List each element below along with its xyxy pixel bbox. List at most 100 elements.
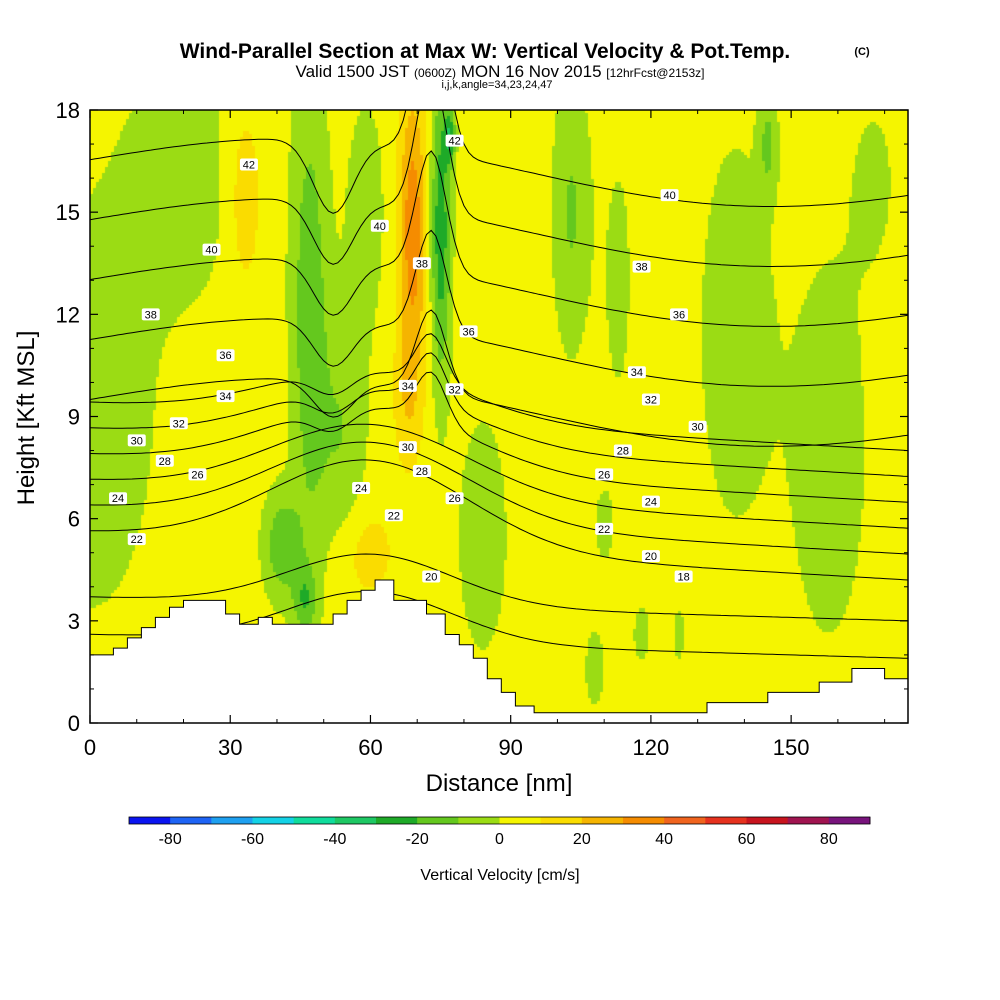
svg-text:24: 24 [355, 483, 367, 495]
colorbar-tick-label: -40 [323, 831, 346, 848]
svg-text:28: 28 [159, 456, 171, 468]
subtitle-date: MON 16 Nov 2015 [461, 62, 602, 81]
contour-label: 34 [627, 366, 646, 379]
contour-label: 40 [660, 189, 679, 202]
colorbar-swatch [499, 817, 542, 824]
theta-contour-26 [90, 423, 908, 529]
colorbar: -80 -60 -40 -20 0 20 40 60 80 [128, 816, 871, 848]
contour-label: 22 [384, 509, 403, 522]
grid-info: i,j,k,angle=34,23,24,47 [441, 79, 552, 91]
colorbar-tick-label: -60 [241, 831, 264, 848]
colorbar-swatch [458, 817, 500, 824]
svg-text:34: 34 [219, 391, 231, 403]
contour-label: 24 [352, 482, 371, 495]
contour-label: 38 [141, 308, 160, 321]
colorbar-tick-label: 40 [655, 831, 673, 848]
colorbar-swatch [170, 817, 212, 824]
contour-label: 36 [216, 349, 235, 362]
y-tick-label: 6 [68, 507, 80, 532]
svg-text:38: 38 [635, 262, 647, 274]
contour-label: 30 [688, 420, 707, 434]
theta-contour-22 [90, 459, 908, 581]
y-axis-title: Height [Kft MSL] [13, 331, 40, 506]
contour-label: 30 [398, 441, 417, 454]
colorbar-swatch [211, 817, 253, 824]
colorbar-tick-label: 80 [820, 831, 838, 848]
contour-label: 20 [641, 550, 660, 563]
contour-label: 22 [595, 522, 614, 536]
svg-text:40: 40 [663, 190, 675, 202]
contour-label: 38 [412, 257, 431, 270]
theta-contour-24 [90, 441, 908, 555]
colorbar-swatch [664, 817, 706, 824]
plot-area: 42 42 40 40 40 38 38 38 36 36 36 34 34 34 32 32 32 30 30 30… [90, 110, 908, 723]
x-tick-label: 150 [773, 735, 810, 760]
colorbar-swatch [540, 817, 583, 824]
svg-text:40: 40 [374, 221, 386, 233]
svg-text:42: 42 [243, 159, 255, 171]
contour-label: 18 [674, 570, 693, 584]
contour-label: 32 [445, 383, 464, 396]
contour-label: 26 [445, 492, 464, 505]
svg-text:38: 38 [145, 309, 157, 321]
svg-text:26: 26 [191, 469, 203, 481]
colorbar-swatch [129, 817, 171, 824]
x-axis-title: Distance [nm] [426, 770, 573, 797]
colorbar-swatch [623, 817, 665, 824]
svg-text:22: 22 [598, 524, 610, 536]
theta-contour-28 [90, 371, 908, 503]
chart-title-mark: (C) [854, 46, 870, 58]
contour-label: 42 [239, 158, 258, 171]
contour-label: 28 [613, 444, 632, 458]
colorbar-swatch [293, 817, 336, 824]
svg-text:20: 20 [425, 572, 437, 584]
colorbar-swatch [828, 817, 871, 824]
svg-text:34: 34 [631, 367, 643, 379]
svg-text:18: 18 [678, 572, 690, 584]
y-tick-label: 3 [68, 609, 80, 634]
contour-label: 28 [412, 464, 431, 478]
y-tick-label: 12 [56, 302, 80, 327]
y-tick-label: 15 [56, 200, 80, 225]
svg-text:36: 36 [219, 350, 231, 362]
colorbar-swatch [417, 817, 459, 824]
svg-text:22: 22 [131, 534, 143, 546]
contour-label: 24 [109, 492, 128, 505]
contour-label: 22 [127, 533, 146, 546]
colorbar-tick-label: 0 [495, 831, 504, 848]
y-tick-label: 0 [68, 711, 80, 736]
contour-label: 36 [669, 308, 688, 321]
colorbar-swatch [705, 817, 747, 824]
contour-label: 36 [459, 325, 478, 338]
theta-contour-42 [90, 110, 908, 214]
svg-text:24: 24 [645, 497, 657, 509]
theta-contour-30 [90, 352, 908, 477]
theta-contour-labels: 42 42 40 40 40 38 38 38 36 36 36 34 34 34 32 32 32 30 30 30… [109, 134, 707, 584]
svg-text:32: 32 [448, 384, 460, 396]
theta-contour-38 [90, 150, 908, 327]
svg-text:30: 30 [131, 435, 143, 447]
svg-text:42: 42 [448, 136, 460, 148]
svg-text:28: 28 [617, 446, 629, 458]
colorbar-swatch [581, 817, 624, 824]
subtitle-forecast: [12hrFcst@2153z] [606, 66, 704, 80]
colorbar-swatch [334, 817, 377, 824]
theta-contour-40 [90, 110, 908, 267]
y-tick-label: 9 [68, 405, 80, 430]
colorbar-swatch [787, 817, 830, 824]
svg-text:36: 36 [673, 309, 685, 321]
y-tick-label: 18 [56, 98, 80, 123]
svg-text:32: 32 [173, 418, 185, 430]
svg-text:24: 24 [112, 493, 124, 505]
x-tick-label: 90 [498, 735, 522, 760]
colorbar-swatch [252, 817, 295, 824]
chart-title: Wind-Parallel Section at Max W: Vertical… [180, 40, 791, 63]
svg-text:26: 26 [598, 469, 610, 481]
colorbar-swatch [376, 817, 418, 824]
contour-label: 42 [445, 134, 464, 148]
x-tick-label: 120 [633, 735, 670, 760]
colorbar-tick-label: -20 [406, 831, 429, 848]
svg-text:36: 36 [462, 326, 474, 338]
